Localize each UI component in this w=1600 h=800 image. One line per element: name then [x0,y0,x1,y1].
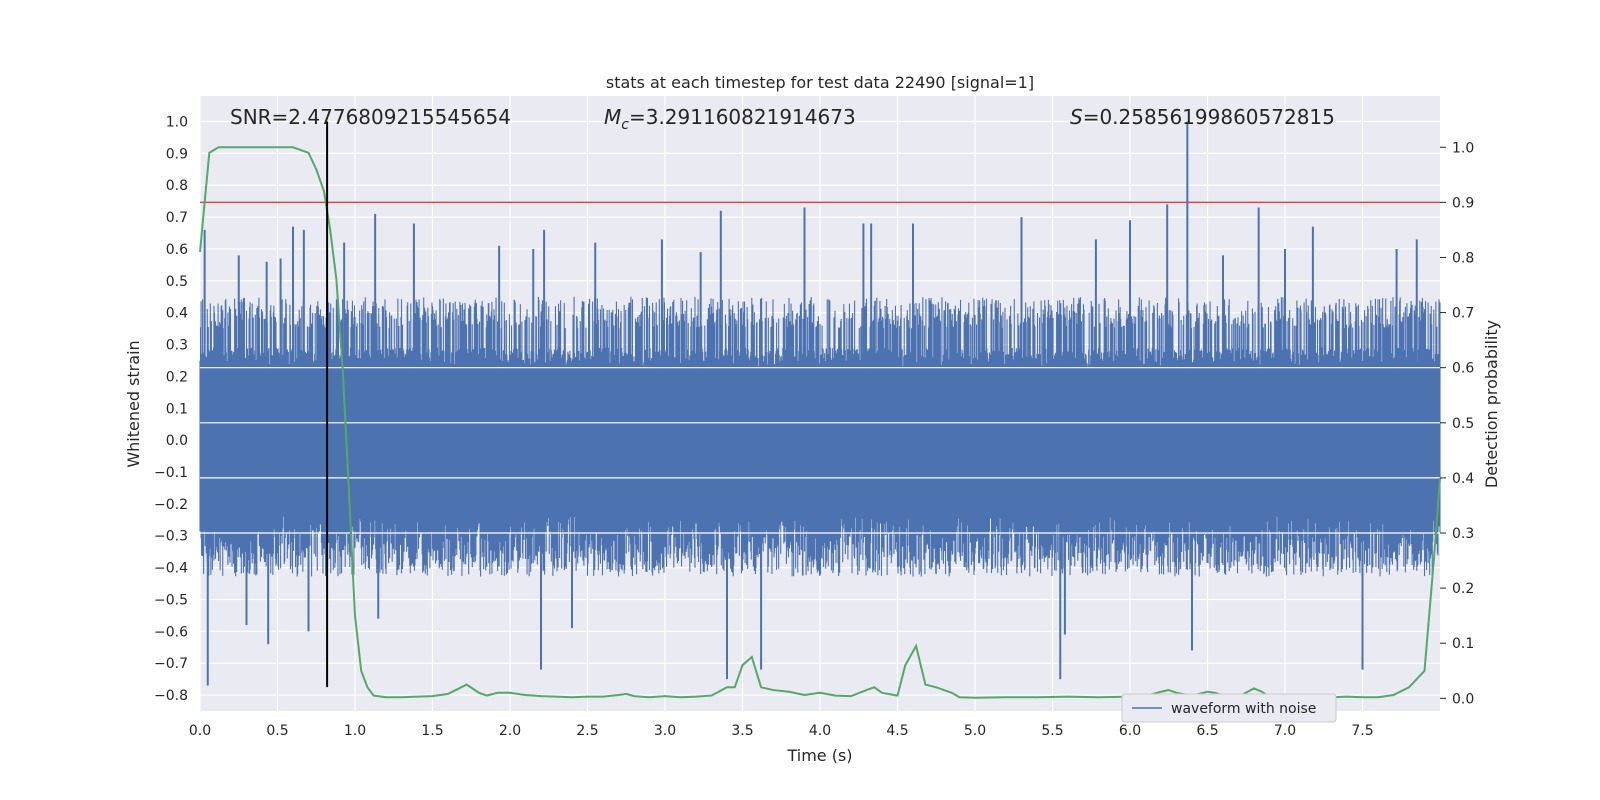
chirp-mass-symbol: M [604,105,621,129]
x-axis-title: Time (s) [786,746,852,765]
y-tick-label: 0.3 [166,338,188,354]
s-value: =0.25856199860572815 [1083,105,1335,129]
y-tick-label: −0.4 [154,561,188,577]
y2-tick-label: 0.0 [1452,691,1474,707]
axes: 0.0 0.5 1.0 1.5 2.0 2.5 3.0 3.5 4.0 4.5 5.0 5.5 6.0 6… [154,114,1474,739]
waveform-core [200,366,1440,514]
x-tick-label: 0.0 [189,723,211,739]
chirp-mass-subscript: c [621,117,629,133]
y-tick-label: 0.2 [166,369,188,385]
s-symbol: S [1070,105,1083,129]
y-tick-label: −0.7 [154,656,188,672]
legend-label: waveform with noise [1171,701,1316,717]
y2-tick-label: 0.3 [1452,526,1474,542]
y2-tick-label: 0.8 [1452,250,1474,266]
y-tick-label: 0.9 [166,146,188,162]
y-tick-label: −0.1 [154,465,188,481]
x-tick-label: 4.0 [809,723,831,739]
y-axis-title: Whitened strain [124,340,143,467]
x-tick-label: 7.5 [1351,723,1373,739]
x-tick-label: 3.5 [731,723,753,739]
y-tick-label: 0.4 [166,306,188,322]
x-tick-label: 1.5 [421,723,443,739]
snr-annotation: SNR=2.4776809215545654 [230,105,511,129]
x-tick-label: 2.0 [499,723,521,739]
x-tick-label: 5.5 [1041,723,1063,739]
y2-tick-label: 0.1 [1452,636,1474,652]
x-tick-label: 0.5 [266,723,288,739]
y-tick-label: 0.8 [166,178,188,194]
y-tick-label: 0.1 [166,401,188,417]
chirp-mass-value: =3.291160821914673 [629,105,856,129]
x-tick-label: 2.5 [576,723,598,739]
y-tick-label: −0.2 [154,497,188,513]
y-tick-label: 0.7 [166,210,188,226]
y2-axis-title: Detection probability [1482,320,1501,488]
data-layer [199,121,1441,699]
x-tick-label: 1.0 [344,723,366,739]
y-tick-label: 0.5 [166,274,188,290]
y2-tick-label: 0.9 [1452,195,1474,211]
chart-title: stats at each timestep for test data 224… [606,73,1034,92]
s-annotation: S=0.25856199860572815 [1070,105,1335,129]
y-tick-label: 0.6 [166,242,188,258]
x-tick-label: 3.0 [654,723,676,739]
legend: waveform with noise [1121,693,1337,723]
y2-tick-label: 0.5 [1452,416,1474,432]
y2-tick-label: 1.0 [1452,140,1474,156]
y-tick-label: −0.3 [154,529,188,545]
y-tick-label: −0.8 [154,688,188,704]
x-tick-label: 6.5 [1196,723,1218,739]
chirp-mass-annotation: Mc=3.291160821914673 [604,105,856,133]
x-tick-label: 5.0 [964,723,986,739]
y-tick-label: 1.0 [166,114,188,130]
y2-tick-label: 0.2 [1452,581,1474,597]
x-tick-label: 7.0 [1274,723,1296,739]
y-tick-label: 0.0 [166,433,188,449]
x-tick-label: 4.5 [886,723,908,739]
y-tick-label: −0.6 [154,624,188,640]
x-tick-label: 6.0 [1119,723,1141,739]
y2-tick-label: 0.6 [1452,361,1474,377]
legend-box [1121,693,1337,723]
y2-tick-label: 0.7 [1452,306,1474,322]
y2-tick-label: 0.4 [1452,471,1474,487]
y-tick-label: −0.5 [154,592,188,608]
